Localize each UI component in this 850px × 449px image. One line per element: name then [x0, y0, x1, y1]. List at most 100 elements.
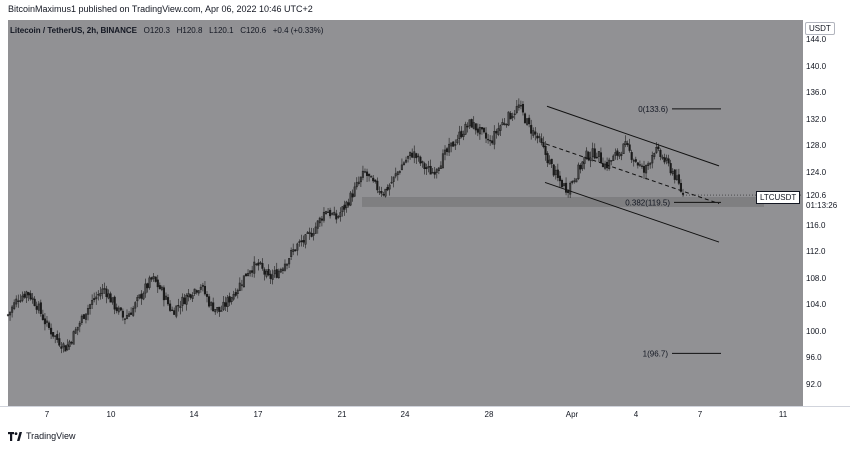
candle-body [310, 232, 313, 237]
candle-body [448, 143, 451, 153]
candle-body [300, 240, 303, 243]
price-tick: 124.0 [806, 167, 827, 177]
candle-body [189, 294, 192, 298]
candle-body [624, 141, 627, 145]
candle-body [478, 126, 481, 135]
candle-body [54, 335, 57, 337]
candle-body [152, 276, 155, 279]
candle-body [565, 182, 568, 193]
candle-body [164, 295, 168, 300]
candle-body [642, 166, 646, 173]
candle-body [645, 165, 648, 174]
candle-body [119, 307, 122, 311]
candle-body [80, 315, 83, 323]
candle-body [160, 286, 163, 290]
candle-body [91, 300, 94, 305]
candle-body [392, 176, 395, 182]
candle-body [368, 173, 371, 177]
candle-body [267, 269, 270, 276]
bar-countdown: 01:13:26 [806, 201, 838, 210]
candle-body [562, 183, 566, 186]
candle-body [647, 163, 650, 167]
candle-body [544, 145, 547, 155]
candle-body [150, 277, 153, 280]
channel-upper-line [546, 105, 720, 167]
candle-body [210, 302, 213, 306]
candle-body [111, 297, 114, 303]
candle-body [579, 165, 582, 170]
candle-body [197, 290, 200, 294]
candle-body [329, 209, 332, 217]
candle-body [224, 302, 227, 307]
candle-body [136, 297, 139, 302]
candle-body [43, 318, 46, 325]
time-tick: 17 [253, 410, 263, 419]
candle-body [127, 313, 131, 317]
time-tick: 28 [484, 410, 494, 419]
candle-body [630, 152, 633, 160]
candle-body [265, 270, 268, 277]
candle-body [681, 192, 685, 195]
candle-body [425, 167, 428, 170]
candle-body [222, 301, 225, 310]
candle-body [601, 163, 605, 168]
candle-body [540, 138, 543, 143]
candle-body [335, 213, 338, 220]
chart-plot-area[interactable] [8, 20, 803, 406]
candle-body [50, 327, 53, 335]
candle-body [290, 249, 293, 257]
candle-body [320, 218, 323, 221]
time-tick: 24 [400, 410, 410, 419]
candle-body [653, 153, 656, 157]
candle-body [113, 296, 116, 310]
candle-body [526, 118, 529, 125]
footer-brand-label: TradingView [26, 431, 76, 441]
candle-body [324, 211, 328, 214]
candle-body [183, 297, 186, 305]
candle-body [464, 123, 467, 135]
footer-brand[interactable]: TradingView [8, 431, 76, 441]
candle-body [253, 261, 256, 274]
candle-body [109, 293, 112, 303]
ohlc-low-label: L [209, 26, 214, 35]
candle-body [179, 306, 182, 309]
candle-body [302, 240, 305, 243]
candle-body [394, 173, 397, 177]
candle-body [271, 274, 274, 280]
currency-badge[interactable]: USDT [805, 22, 835, 35]
candle-body [279, 269, 282, 273]
price-tick: 104.0 [806, 300, 827, 309]
candle-body [456, 139, 459, 144]
candle-body [249, 270, 252, 274]
candle-body [677, 174, 680, 184]
candle-body [571, 181, 574, 183]
candle-body [458, 131, 461, 139]
candle-body [259, 262, 262, 265]
candle-body [587, 151, 590, 161]
candle-body [413, 151, 416, 158]
candle-body [657, 146, 660, 149]
candle-body [597, 151, 600, 157]
ohlc-close-label: C [240, 26, 247, 35]
price-tick: 140.0 [806, 61, 827, 71]
candle-body [402, 162, 406, 165]
candle-body [226, 297, 229, 307]
candle-body [191, 295, 194, 299]
time-axis[interactable] [0, 406, 850, 425]
candle-body [398, 171, 401, 173]
candle-body [306, 232, 309, 234]
price-tick: 112.0 [806, 247, 826, 256]
candle-body [530, 124, 533, 134]
candle-body [103, 288, 106, 290]
candle-body [468, 119, 471, 127]
candle-body [472, 122, 475, 129]
candle-body [429, 165, 432, 175]
symbol-name: Litecoin / TetherUS, 2h, BINANCE [10, 26, 137, 35]
price-tick: 92.0 [806, 379, 822, 389]
candle-body [47, 322, 51, 328]
candle-body [583, 156, 586, 164]
price-axis[interactable] [803, 20, 850, 406]
time-tick: 4 [633, 410, 639, 419]
candle-body [487, 138, 490, 141]
